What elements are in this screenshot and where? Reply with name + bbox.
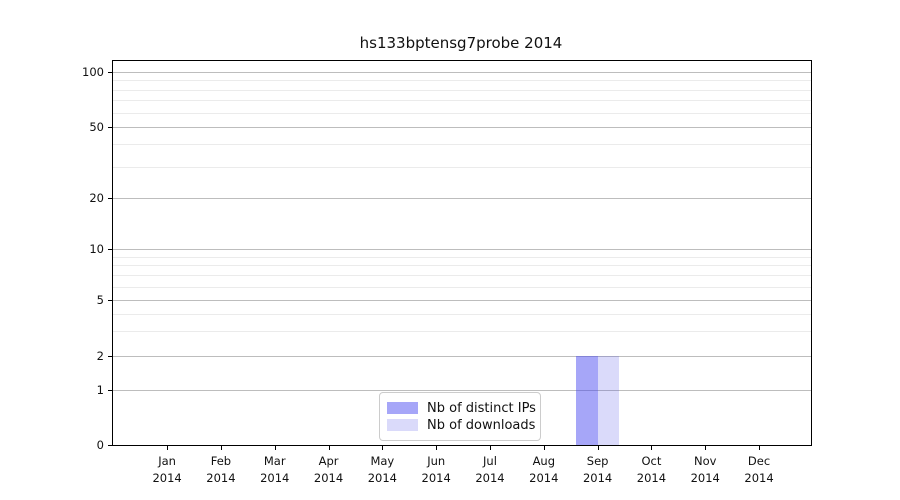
plot-area: 100 50 20 10 5 2 1 0 Jan 2014 Feb 2014 Mar 2014 Apr 201… (82, 60, 812, 485)
minor-gridline-y30 (113, 166, 811, 168)
x-axis-tick-label-sep: Sep 2014 (582, 454, 613, 485)
y-axis-tick-5 (108, 300, 113, 301)
x-axis-tick-label-jun: Jun 2014 (421, 454, 451, 485)
x-axis-tick-label-may: May 2014 (367, 454, 397, 485)
major-gridline-y20 (113, 198, 811, 199)
legend-swatch-icon (387, 419, 418, 431)
minor-gridline-y60 (113, 112, 811, 114)
x-axis-tick-label-jan: Jan 2014 (152, 454, 182, 485)
x-axis-tick-jun (436, 445, 438, 450)
x-axis-tick-jul (489, 445, 491, 450)
bar-nb-of-distinct-ips-sep (576, 355, 598, 445)
major-gridline-y5 (113, 300, 811, 301)
x-axis-tick-mar (274, 445, 276, 450)
minor-gridline-y6 (113, 286, 811, 288)
major-gridline-y1 (113, 390, 811, 391)
minor-gridline-y3 (113, 331, 811, 333)
y-axis-tick-label-20: 20 (89, 191, 104, 205)
major-gridline-y2 (113, 355, 811, 357)
legend-item: Nb of distinct IPs (387, 400, 536, 416)
x-axis-tick-feb (220, 445, 222, 450)
minor-gridline-y40 (113, 144, 811, 146)
minor-gridline-y80 (113, 89, 811, 91)
x-axis-tick-label-feb: Feb 2014 (206, 454, 236, 485)
y-axis-tick-10 (108, 249, 113, 250)
y-axis-tick-0 (108, 445, 113, 446)
minor-gridline-y90 (113, 80, 811, 82)
legend-item: Nb of downloads (387, 417, 536, 433)
x-axis-tick-oct (651, 445, 653, 450)
x-axis-tick-aug (543, 445, 545, 450)
major-gridline-y10 (113, 249, 811, 250)
x-axis-tick-label-aug: Aug 2014 (529, 454, 559, 485)
major-gridline-y50 (113, 127, 811, 128)
x-axis-tick-label-jul: Jul 2014 (475, 454, 505, 485)
y-axis-tick-label-5: 5 (96, 293, 104, 307)
minor-gridline-y7 (113, 275, 811, 277)
legend-label: Nb of downloads (427, 417, 536, 433)
x-axis-tick-label-apr: Apr 2014 (313, 454, 344, 485)
y-axis-tick-100 (108, 71, 113, 73)
minor-gridline-y70 (113, 100, 811, 102)
x-axis-tick-label-mar: Mar 2014 (260, 454, 290, 485)
x-axis-tick-label-nov: Nov 2014 (690, 454, 720, 485)
x-axis-tick-nov (705, 445, 707, 450)
legend-swatch-icon (387, 402, 418, 414)
y-axis-tick-50 (108, 127, 113, 128)
bar-nb-of-downloads-sep (597, 355, 620, 445)
y-axis-tick-20 (108, 198, 113, 199)
x-axis-tick-jan (167, 445, 169, 450)
x-axis-tick-sep (597, 445, 599, 450)
y-axis-tick-label-10: 10 (89, 242, 104, 256)
y-axis-tick-label-0: 0 (96, 438, 104, 452)
x-axis-tick-label-dec: Dec 2014 (744, 454, 774, 485)
y-axis-tick-label-100: 100 (82, 64, 104, 79)
y-axis-tick-label-2: 2 (96, 348, 104, 363)
minor-gridline-y9 (113, 256, 811, 258)
legend-label: Nb of distinct IPs (427, 400, 536, 416)
major-gridline-y100 (113, 71, 811, 73)
x-axis-tick-may (382, 445, 384, 450)
x-axis-tick-dec (759, 445, 761, 450)
legend: Nb of distinct IPs Nb of downloads (379, 392, 541, 441)
minor-gridline-y8 (113, 265, 811, 267)
y-axis-tick-1 (108, 390, 113, 391)
minor-gridline-y4 (113, 313, 811, 315)
y-axis-tick-label-50: 50 (89, 120, 104, 134)
y-axis-tick-2 (108, 355, 113, 357)
y-axis-tick-label-1: 1 (96, 383, 104, 397)
x-axis-tick-apr (328, 445, 330, 450)
x-axis-tick-label-oct: Oct 2014 (636, 454, 667, 485)
chart-title: hs133bptensg7probe 2014 (359, 34, 563, 52)
